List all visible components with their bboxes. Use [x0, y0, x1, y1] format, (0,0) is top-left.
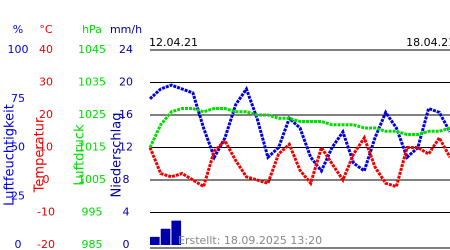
y-tick-label: 1015: [78, 141, 106, 154]
axis-unit: °C: [39, 23, 53, 36]
y-tick-label: 1025: [78, 108, 106, 121]
y-tick-label: 40: [39, 43, 53, 56]
y-tick-label: 20: [119, 76, 133, 89]
y-tick-label: 0: [123, 238, 130, 250]
y-tick-label: 1005: [78, 173, 106, 186]
y-tick-label: 10: [39, 141, 53, 154]
y-tick-label: 1035: [78, 76, 106, 89]
axis-unit: mm/h: [110, 23, 142, 36]
bar: [171, 220, 182, 245]
y-tick-label: 100: [8, 43, 29, 56]
bar: [160, 228, 171, 245]
y-tick-label: -20: [37, 238, 55, 250]
y-tick-label: 24: [119, 43, 133, 56]
y-tick-label: 20: [39, 108, 53, 121]
y-tick-label: 985: [82, 238, 103, 250]
y-tick-label: 30: [39, 76, 53, 89]
axis-title: Luftfeuchtigkeit: [3, 104, 18, 206]
x-tick-label: 18.04.21: [406, 36, 450, 49]
y-tick-label: 995: [82, 206, 103, 219]
y-tick-label: 0: [43, 173, 50, 186]
x-tick-label: 12.04.21: [149, 36, 198, 49]
data-line: [148, 107, 450, 149]
axis-title: Luftdruck: [73, 124, 88, 186]
y-tick-label: 12: [119, 141, 133, 154]
y-tick-label: 25: [11, 189, 25, 202]
y-tick-label: 1045: [78, 43, 106, 56]
data-line: [148, 83, 450, 174]
y-tick-label: -10: [37, 206, 55, 219]
axis-unit: hPa: [82, 23, 102, 36]
axis-unit: %: [13, 23, 23, 36]
bar: [150, 236, 160, 245]
y-tick-label: 16: [119, 108, 133, 121]
y-tick-label: 4: [123, 206, 130, 219]
axis-title: Temperatur: [33, 117, 48, 193]
y-tick-label: 75: [11, 92, 25, 105]
y-tick-label: 50: [11, 141, 25, 154]
y-tick-label: 8: [123, 173, 130, 186]
data-line: [148, 134, 450, 189]
y-tick-label: 0: [15, 238, 22, 250]
axis-title: Niederschlag: [110, 113, 125, 198]
annotation: Erstellt: 18.09.2025 13:20: [178, 234, 322, 247]
